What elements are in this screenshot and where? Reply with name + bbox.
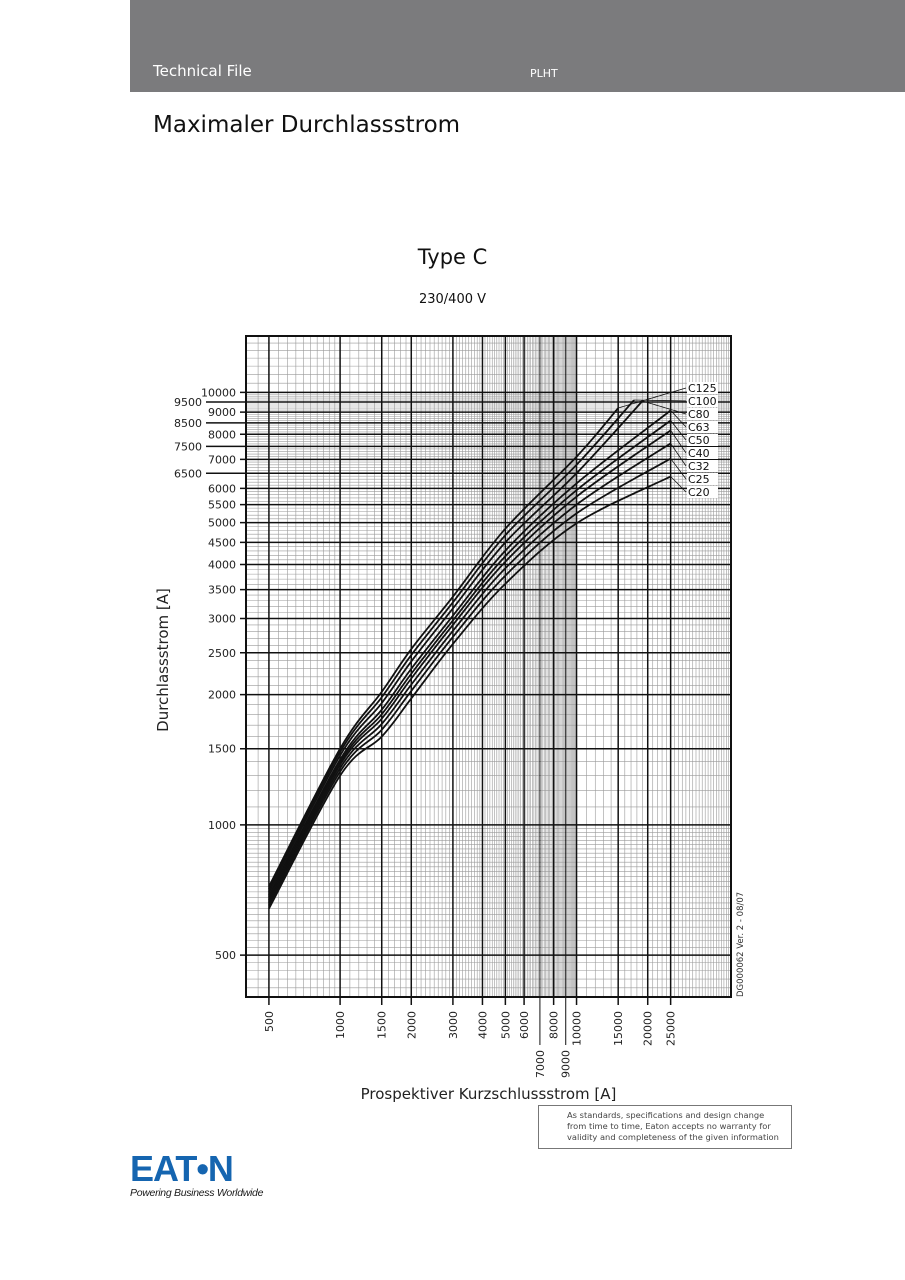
curve-c40 xyxy=(268,429,672,901)
curve-label-background xyxy=(687,421,718,433)
x-tick-label: 8000 xyxy=(548,1011,561,1039)
curve-label-leader xyxy=(642,400,687,415)
y-tick-label: 8000 xyxy=(208,428,236,441)
curve-c50 xyxy=(268,419,672,899)
x-axis-label: Prospektiver Kurzschlussstrom [A] xyxy=(361,1085,617,1103)
curve-label-background xyxy=(687,447,718,459)
x-tick-label: 7000 xyxy=(534,1050,547,1078)
curve-c32 xyxy=(268,442,672,904)
curve-label: C25 xyxy=(688,473,710,486)
y-tick-label: 6500 xyxy=(174,467,202,480)
chart-subtitle: 230/400 V xyxy=(418,292,487,307)
curve-label-leader xyxy=(670,410,687,428)
disclaimer-line: As standards, specifications and design … xyxy=(567,1110,765,1120)
y-tick-label: 6000 xyxy=(208,482,236,495)
curve-label-background xyxy=(687,473,718,485)
curve-label: C100 xyxy=(688,395,717,408)
x-tick-label: 4000 xyxy=(476,1011,489,1039)
curve-label-background xyxy=(687,486,718,498)
eaton-logo: EAT•N Powering Business Worldwide xyxy=(130,1148,264,1200)
y-tick-label: 1500 xyxy=(208,743,236,756)
y-tick-label: 9000 xyxy=(208,406,236,419)
y-tick-label: 7500 xyxy=(174,440,202,453)
y-tick-label: 5000 xyxy=(208,517,236,530)
y-tick-label: 10000 xyxy=(201,386,236,399)
curve-label: C125 xyxy=(688,382,717,395)
plot-frame xyxy=(245,335,732,998)
header-section-label: Technical File xyxy=(153,62,252,80)
x-tick-label: 1500 xyxy=(376,1011,389,1039)
curve-label-leader xyxy=(670,420,687,441)
curve-label-leader xyxy=(670,458,687,480)
curve-label-background xyxy=(687,408,718,420)
header-product-code: PLHT xyxy=(530,67,558,80)
curve-c80 xyxy=(268,400,644,893)
y-tick-label: 4500 xyxy=(208,536,236,549)
curve-label: C50 xyxy=(688,434,710,447)
curve-label-leader xyxy=(634,399,687,402)
y-tick-label: 7000 xyxy=(208,453,236,466)
x-tick-label: 10000 xyxy=(571,1011,584,1046)
curve-label-background xyxy=(687,382,718,394)
y-tick-label: 2500 xyxy=(208,647,236,660)
curve-label: C63 xyxy=(688,421,710,434)
x-tick-label: 2000 xyxy=(405,1011,418,1039)
page-title: Maximaler Durchlassstrom xyxy=(153,112,461,138)
disclaimer-line: from time to time, Eaton accepts no warr… xyxy=(567,1121,771,1131)
curve-c100 xyxy=(268,399,635,890)
curve-label-leader xyxy=(670,430,687,454)
curve-label-background xyxy=(687,460,718,472)
y-tick-label: 1000 xyxy=(208,819,236,832)
y-tick-label: 3000 xyxy=(208,613,236,626)
curve-label-background xyxy=(687,395,718,407)
curve-label: C80 xyxy=(688,408,710,421)
logo-tagline: Powering Business Worldwide xyxy=(130,1187,264,1199)
y-tick-label: 5500 xyxy=(208,499,236,512)
x-tick-label: 500 xyxy=(263,1011,276,1032)
x-tick-label: 9000 xyxy=(560,1050,573,1078)
curve-label-background xyxy=(687,434,718,446)
page-header: Technical File PLHT xyxy=(130,0,905,92)
x-tick-label: 6000 xyxy=(518,1011,531,1039)
x-tick-label: 15000 xyxy=(612,1011,625,1046)
disclaimer-line: validity and completeness of the given i… xyxy=(567,1132,779,1142)
curve-label: C20 xyxy=(688,486,710,499)
y-tick-label: 8500 xyxy=(174,417,202,430)
y-tick-label: 3500 xyxy=(208,584,236,597)
chart-title: Type C xyxy=(417,245,488,269)
curve-c125 xyxy=(268,407,619,888)
curve-c20 xyxy=(268,475,672,910)
curve-c25 xyxy=(268,457,672,906)
x-tick-label: 5000 xyxy=(499,1011,512,1039)
curve-label-leader xyxy=(670,443,687,467)
y-tick-label: 2000 xyxy=(208,689,236,702)
logo-wordmark: EAT•N xyxy=(130,1148,234,1189)
y-tick-label: 4000 xyxy=(208,558,236,571)
y-tick-label: 9500 xyxy=(174,396,202,409)
x-tick-label: 3000 xyxy=(447,1011,460,1039)
x-tick-label: 20000 xyxy=(642,1011,655,1046)
curve-c63 xyxy=(268,409,672,896)
x-tick-label: 25000 xyxy=(665,1011,678,1046)
disclaimer-box: As standards, specifications and design … xyxy=(538,1105,792,1149)
y-tick-label: 500 xyxy=(215,949,236,962)
curve-label: C32 xyxy=(688,460,710,473)
y-axis-label: Durchlassstrom [A] xyxy=(154,588,172,732)
curve-label-leader xyxy=(670,476,687,493)
curve-label: C40 xyxy=(688,447,710,460)
drawing-version-label: DG000062 Ver. 2 - 08/07 xyxy=(736,892,746,997)
x-tick-label: 1000 xyxy=(334,1011,347,1039)
